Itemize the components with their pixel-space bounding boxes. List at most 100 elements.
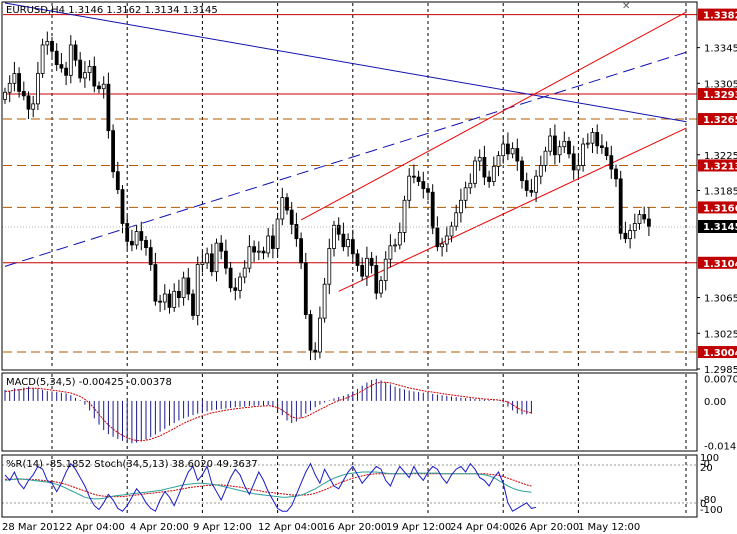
candle-body (68, 44, 73, 76)
williams-r-line (4, 462, 537, 512)
candle-body (496, 155, 501, 167)
candle-body (191, 293, 195, 316)
time-separators (51, 3, 687, 369)
candle-body (534, 175, 538, 193)
candle-body (350, 239, 355, 255)
level-label: 1.3213 (703, 161, 737, 172)
candle-body (195, 264, 200, 316)
candle-body (270, 235, 275, 249)
candle-body (590, 132, 595, 144)
candle-body (430, 191, 435, 229)
candle-body (3, 91, 7, 100)
candle-body (477, 157, 482, 162)
time-label: 16 Apr 20:00 (322, 522, 387, 533)
macd-signal-line (4, 381, 532, 442)
candle-body (397, 232, 402, 246)
level-label-box (698, 8, 737, 21)
level-label-box (698, 113, 737, 126)
candle-body (238, 276, 242, 291)
trendlines[interactable] (4, 2, 687, 292)
candle-body (393, 244, 398, 247)
candle-body (247, 246, 252, 269)
macd-pane[interactable]: MACD(5,34,5) -0.00425 -0.00378 0.007020.… (1, 372, 737, 453)
candle-body (440, 243, 445, 248)
candle-body (162, 293, 167, 303)
candle-body (261, 250, 266, 254)
candle-body (571, 153, 576, 171)
stoch-main-line (4, 471, 532, 500)
level-labels: 1.3382 1.3293 1.3265 1.3213 1.3166 1.3104 1.30… (698, 8, 737, 359)
price-axis: 1.3345 1.3305 1.3225 1.3185 1.3065 1.3025 1.29… (697, 44, 737, 376)
candle-body (468, 182, 473, 189)
candle-body (115, 171, 120, 190)
level-label: 1.3004 (703, 348, 737, 359)
candle-body (172, 290, 177, 308)
candle-body (562, 140, 567, 148)
trendline (338, 127, 687, 292)
oscillator-pane[interactable]: %R(14) -85.1852 Stoch(34,5,13) 38.6020 4… (1, 453, 723, 518)
candle-body (139, 231, 144, 241)
time-axis: 28 Mar 2012 2 Apr 04:00 4 Apr 20:00 9 Apr 1… (2, 522, 640, 533)
candle-body (553, 135, 557, 156)
oscillator-tick-label: -0 (700, 459, 710, 470)
candle-body (600, 145, 604, 149)
candle-body (40, 44, 45, 74)
oscillator-axis: 100-020 -800-100 (700, 453, 723, 516)
candle-body (106, 83, 111, 132)
candle-body (411, 175, 416, 178)
candle-body (266, 235, 271, 254)
candle-body (54, 50, 59, 65)
candle-body (529, 190, 534, 193)
candle-body (26, 95, 31, 110)
candle-body (524, 180, 529, 191)
candle-body (327, 248, 332, 285)
candle-body (538, 165, 543, 177)
horizontal-levels[interactable] (3, 14, 697, 353)
candle-body (59, 64, 64, 69)
candle-body (31, 103, 36, 110)
candle-body (473, 160, 477, 184)
candle-body (487, 176, 492, 182)
candle-body (576, 165, 581, 171)
candle-body (21, 90, 26, 97)
candle-body (228, 267, 233, 289)
candle-body (647, 218, 651, 227)
oscillator-tick-label: 100 (700, 453, 719, 464)
close-icon[interactable]: ✕ (622, 1, 630, 12)
candle-body (322, 283, 327, 319)
price-pane[interactable]: 1.3345 1.3305 1.3225 1.3185 1.3065 1.3025 1.29… (1, 1, 737, 376)
candle-body (642, 214, 647, 220)
candle-body (346, 239, 351, 248)
candle-body (444, 235, 449, 245)
time-label: 24 Apr 04:00 (450, 522, 515, 533)
level-label: 1.3293 (703, 90, 737, 101)
candle-body (275, 218, 280, 249)
candle-body (181, 277, 186, 298)
candle-body (285, 197, 289, 211)
candle-body (111, 130, 115, 173)
candle-body (515, 148, 520, 162)
oscillator-tick-label: 20 (700, 463, 713, 474)
candle-body (214, 242, 219, 273)
level-label: 1.3166 (703, 203, 737, 214)
trendline (300, 11, 687, 221)
level-label: 1.3382 (703, 11, 737, 22)
candle-body (341, 233, 346, 248)
time-label: 26 Apr 20:00 (514, 522, 579, 533)
candle-body (435, 227, 440, 248)
candle-body (317, 317, 322, 353)
time-label: 12 Apr 04:00 (258, 522, 323, 533)
candle-body (614, 168, 618, 180)
candle-body (463, 187, 468, 201)
time-label: 19 Apr 12:00 (386, 522, 451, 533)
candle-body (153, 264, 158, 302)
level-label-box (698, 201, 737, 214)
candle-body (332, 224, 336, 249)
candle-body (83, 72, 87, 79)
candle-body (482, 157, 487, 178)
candle-body (200, 262, 205, 265)
candle-body (12, 73, 17, 84)
price-tick-label: 1.3345 (704, 44, 737, 55)
candle-body (360, 265, 365, 277)
